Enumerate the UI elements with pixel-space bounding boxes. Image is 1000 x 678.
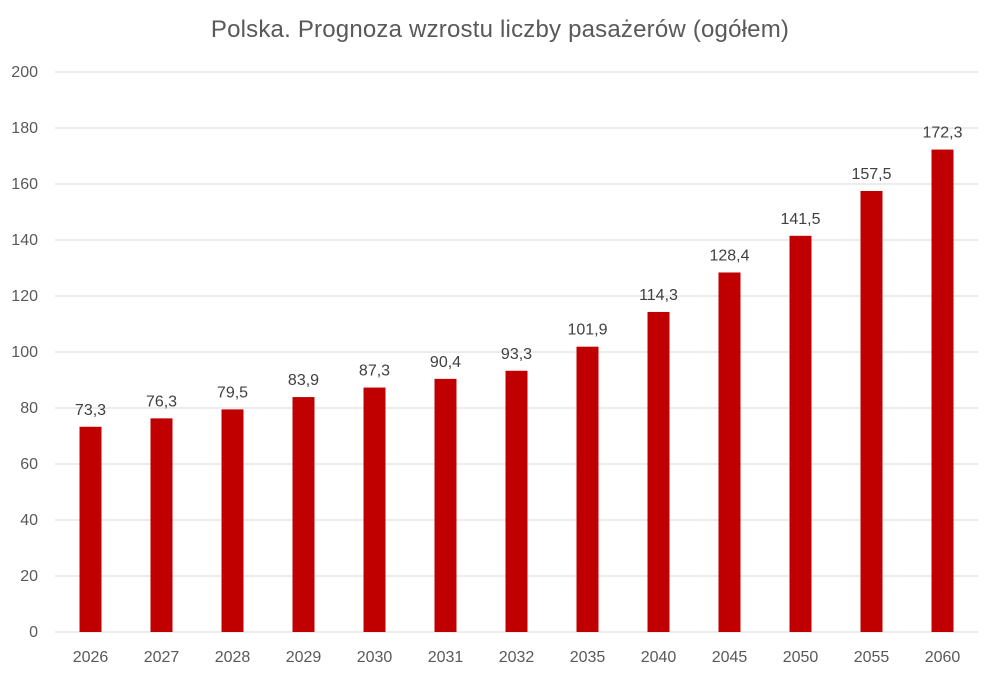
bar-2030 <box>363 387 386 632</box>
y-tick-label: 80 <box>20 400 38 417</box>
data-label-2045: 128,4 <box>709 247 749 264</box>
bar-2035 <box>576 346 599 632</box>
y-tick-label: 180 <box>11 120 38 137</box>
data-label-2035: 101,9 <box>567 322 607 339</box>
y-tick-label: 20 <box>20 568 38 585</box>
bar-2031 <box>434 378 457 632</box>
bar-2026 <box>79 426 102 632</box>
x-tick-label-2040: 2040 <box>641 649 677 666</box>
y-tick-label: 100 <box>11 344 38 361</box>
chart-title: Polska. Prognoza wzrostu liczby pasażeró… <box>210 16 790 43</box>
bar-2045 <box>718 272 741 632</box>
y-tick-label: 160 <box>11 176 38 193</box>
data-labels: 73,3 76,3 79,5 83,9 87,3 90,4 93,3 101,9 114,3 12… <box>75 125 963 419</box>
data-label-2030: 87,3 <box>359 363 390 380</box>
y-tick-label: 0 <box>29 624 38 641</box>
x-tick-label-2030: 2030 <box>357 649 393 666</box>
bar-2050 <box>789 235 812 633</box>
x-tick-label-2026: 2026 <box>73 649 109 666</box>
y-tick-label: 140 <box>11 232 38 249</box>
y-tick-label: 60 <box>20 456 38 473</box>
y-axis: 0 20 40 60 80 100 120 140 160 180 200 <box>11 64 38 641</box>
data-label-2032: 93,3 <box>501 346 532 363</box>
x-tick-label-2031: 2031 <box>428 649 464 666</box>
bar-2029 <box>292 397 315 632</box>
y-tick-label: 120 <box>11 288 38 305</box>
bar-2027 <box>150 418 173 632</box>
x-tick-label-2045: 2045 <box>712 649 748 666</box>
data-label-2027: 76,3 <box>146 393 177 410</box>
data-label-2026: 73,3 <box>75 402 106 419</box>
data-label-2040: 114,3 <box>639 287 678 304</box>
bar-2055 <box>860 191 883 632</box>
y-tick-label: 200 <box>11 64 38 81</box>
x-tick-label-2032: 2032 <box>499 649 535 666</box>
x-tick-label-2050: 2050 <box>783 649 819 666</box>
data-label-2060: 172,3 <box>922 125 962 142</box>
x-tick-label-2060: 2060 <box>925 649 961 666</box>
x-axis: 2026 2027 2028 2029 2030 2031 2032 2035 2040 2045… <box>73 649 961 666</box>
bar-2028 <box>221 409 244 632</box>
bars <box>79 149 954 633</box>
bar-2032 <box>505 370 528 632</box>
y-tick-label: 40 <box>20 512 38 529</box>
x-tick-label-2035: 2035 <box>570 649 606 666</box>
bar-2060 <box>931 149 954 632</box>
data-label-2029: 83,9 <box>288 372 319 389</box>
data-label-2028: 79,5 <box>217 384 248 401</box>
bar-2040 <box>647 311 670 632</box>
x-tick-label-2055: 2055 <box>854 649 890 666</box>
x-tick-label-2027: 2027 <box>144 649 180 666</box>
x-tick-label-2028: 2028 <box>215 649 251 666</box>
data-label-2050: 141,5 <box>780 211 820 228</box>
data-label-2055: 157,5 <box>851 166 891 183</box>
x-tick-label-2029: 2029 <box>286 649 322 666</box>
data-label-2031: 90,4 <box>430 354 461 371</box>
